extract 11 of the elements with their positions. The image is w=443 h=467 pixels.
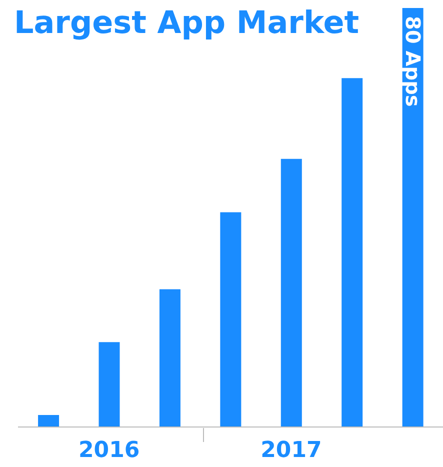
data-label: 80 Apps (400, 16, 425, 107)
bar (280, 158, 302, 427)
bar (402, 8, 424, 427)
bar (342, 78, 363, 427)
bar (38, 414, 60, 427)
bar (98, 342, 120, 427)
x-tick-label: 2017 (260, 438, 322, 463)
chart-title: Largest App Market (14, 4, 360, 43)
bar (159, 289, 180, 427)
bar (220, 212, 242, 427)
x-tick-label: 2016 (78, 438, 140, 463)
